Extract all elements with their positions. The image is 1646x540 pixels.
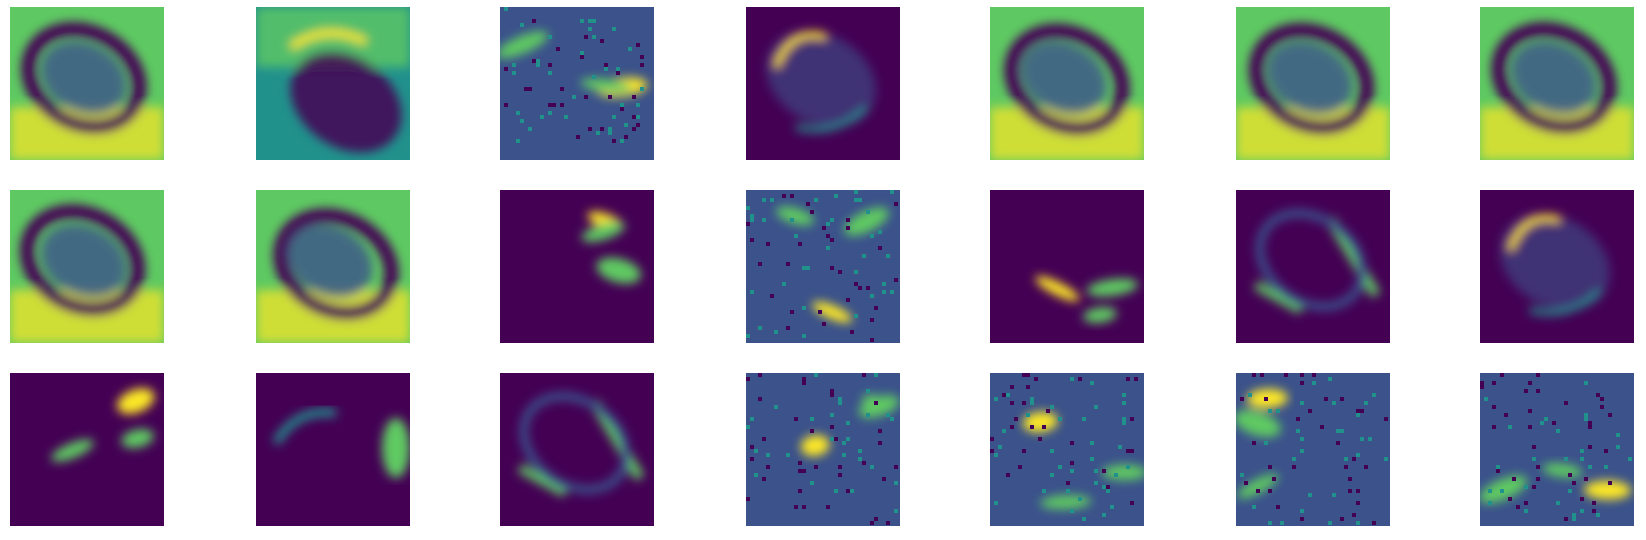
feature-map-tile-r3-c4 bbox=[746, 373, 900, 526]
feature-map-image bbox=[10, 190, 164, 343]
feature-map-tile-r3-c7 bbox=[1480, 373, 1634, 526]
feature-map-tile-r1-c6 bbox=[1236, 7, 1390, 160]
feature-map-tile-r3-c6 bbox=[1236, 373, 1390, 526]
feature-map-image bbox=[1480, 373, 1634, 526]
feature-map-tile-r1-c1 bbox=[10, 7, 164, 160]
feature-map-image bbox=[990, 190, 1144, 343]
feature-map-tile-r1-c2 bbox=[256, 7, 410, 160]
feature-map-tile-r1-c3 bbox=[500, 7, 654, 160]
feature-map-image bbox=[256, 373, 410, 526]
feature-map-tile-r2-c2 bbox=[256, 190, 410, 343]
feature-map-tile-r3-c1 bbox=[10, 373, 164, 526]
feature-map-image bbox=[500, 373, 654, 526]
feature-map-image bbox=[10, 7, 164, 160]
feature-map-image bbox=[500, 190, 654, 343]
feature-map-image bbox=[256, 190, 410, 343]
feature-map-image bbox=[990, 7, 1144, 160]
feature-map-tile-r1-c4 bbox=[746, 7, 900, 160]
feature-map-tile-r2-c4 bbox=[746, 190, 900, 343]
feature-map-image bbox=[256, 7, 410, 160]
feature-map-tile-r3-c3 bbox=[500, 373, 654, 526]
feature-map-image bbox=[1236, 7, 1390, 160]
feature-map-tile-r2-c6 bbox=[1236, 190, 1390, 343]
feature-map-image bbox=[746, 190, 900, 343]
feature-map-image bbox=[500, 7, 654, 160]
feature-map-tile-r2-c3 bbox=[500, 190, 654, 343]
feature-map-tile-r2-c7 bbox=[1480, 190, 1634, 343]
feature-map-tile-r2-c5 bbox=[990, 190, 1144, 343]
feature-map-image bbox=[1480, 7, 1634, 160]
feature-map-image bbox=[10, 373, 164, 526]
feature-map-tile-r2-c1 bbox=[10, 190, 164, 343]
feature-map-tile-r3-c2 bbox=[256, 373, 410, 526]
feature-map-image bbox=[1236, 373, 1390, 526]
feature-map-image bbox=[990, 373, 1144, 526]
feature-map-image bbox=[1480, 190, 1634, 343]
feature-map-image bbox=[1236, 190, 1390, 343]
feature-map-tile-r3-c5 bbox=[990, 373, 1144, 526]
feature-map-image bbox=[746, 7, 900, 160]
feature-map-image bbox=[746, 373, 900, 526]
feature-map-tile-r1-c7 bbox=[1480, 7, 1634, 160]
feature-map-tile-r1-c5 bbox=[990, 7, 1144, 160]
